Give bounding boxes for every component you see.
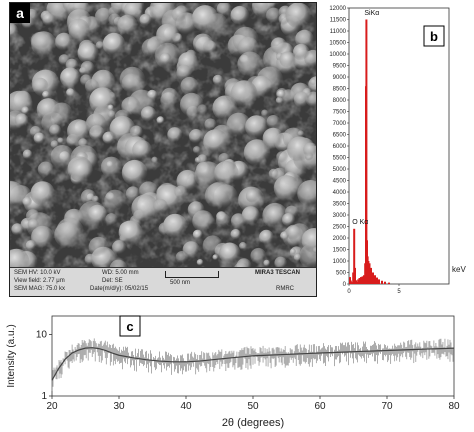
eds-x-tick-label: 0 <box>347 289 351 295</box>
eds-peak-label: O Kα <box>352 219 368 226</box>
detector: Det: SE <box>102 278 123 284</box>
eds-bar <box>360 277 362 284</box>
xrd-series-line <box>51 347 455 381</box>
xrd-y-tick-label: 10 <box>36 330 48 341</box>
eds-y-tick-label: 7500 <box>333 110 347 116</box>
xrd-x-tick-label: 60 <box>314 401 326 412</box>
eds-y-tick-label: 4000 <box>333 190 347 196</box>
panel-b-tag-box <box>423 25 445 47</box>
eds-y-tick-label: 8000 <box>333 98 347 104</box>
eds-bar <box>365 19 368 284</box>
view-field: View field: 2.77 μm <box>14 278 65 284</box>
eds-y-tick-label: 7000 <box>333 121 347 127</box>
eds-x-tick-label: 5 <box>397 289 401 295</box>
lab-name: RMRC <box>276 286 294 292</box>
eds-y-tick-label: 500 <box>336 271 347 277</box>
eds-bar <box>357 279 360 284</box>
eds-bar <box>381 280 383 284</box>
eds-y-tick-label: 3000 <box>333 213 347 219</box>
eds-bar <box>388 282 390 284</box>
eds-y-tick-label: 10500 <box>329 41 346 47</box>
scale-label: 500 nm <box>170 280 191 286</box>
eds-y-tick-label: 11000 <box>330 29 347 35</box>
eds-bar <box>367 261 370 284</box>
eds-bar <box>361 276 364 284</box>
eds-bar <box>378 279 380 284</box>
eds-bar <box>368 263 371 284</box>
xrd-x-tick-label: 40 <box>180 401 192 412</box>
eds-y-tick-label: 4500 <box>333 179 347 185</box>
eds-bar <box>372 272 374 284</box>
xrd-x-tick-label: 30 <box>113 401 125 412</box>
eds-y-tick-label: 5000 <box>333 167 347 173</box>
eds-peak-label: SiKα <box>364 10 379 17</box>
sem-mag: SEM MAG: 75.0 kx <box>14 286 66 292</box>
eds-spectrum-chart: 0 500 1000 1500 2000 2500 3000 3500 4000 4500 5000… <box>329 6 466 295</box>
eds-y-tick-label: 9000 <box>333 75 347 81</box>
scale-bar <box>165 271 219 278</box>
xrd-x-tick-label: 70 <box>381 401 393 412</box>
xrd-y-tick-label: 1 <box>41 391 47 402</box>
eds-bar <box>356 281 358 284</box>
sem-image-texture <box>10 3 316 270</box>
xrd-x-tick-label: 20 <box>46 401 58 412</box>
working-distance: WD: 5.00 mm <box>102 270 139 276</box>
xrd-y-axis-label: Intensity (a.u.) <box>6 324 17 387</box>
eds-y-tick-label: 0 <box>343 282 347 288</box>
eds-bar <box>354 267 356 284</box>
sem-hv: SEM HV: 10.0 kV <box>14 270 61 276</box>
eds-y-tick-label: 2500 <box>333 225 347 231</box>
eds-y-tick-label: 6000 <box>333 144 347 150</box>
xrd-x-axis-label: 2θ (degrees) <box>222 417 284 429</box>
panel-a-tag: a <box>10 3 30 23</box>
eds-y-tick-label: 1000 <box>333 259 347 265</box>
xrd-pattern-chart: 20 30 40 50 60 70 80 1 10 2θ (degrees) Intensit… <box>6 315 460 429</box>
eds-y-tick-label: 12000 <box>329 6 346 12</box>
eds-bar <box>370 267 372 284</box>
sem-micrograph: a SEM HV: 10.0 kV View field: 2.77 μm SE… <box>9 2 317 297</box>
eds-bar <box>353 228 356 284</box>
xrd-x-tick-label: 80 <box>448 401 460 412</box>
eds-bar <box>363 275 365 284</box>
eds-x-unit: keV <box>452 265 466 274</box>
panel-c-tag: c <box>126 319 133 334</box>
eds-y-tick-label: 2000 <box>333 236 347 242</box>
panel-c-tag-box <box>119 315 141 337</box>
eds-y-tick-label: 10000 <box>329 52 346 58</box>
eds-y-tick-label: 3500 <box>333 202 347 208</box>
eds-y-tick-label: 5500 <box>333 156 347 162</box>
eds-y-tick-label: 6500 <box>333 133 347 139</box>
instrument-name: MIRA3 TESCAN <box>255 270 301 276</box>
acquisition-date: Date(m/d/y): 05/02/15 <box>90 286 149 292</box>
eds-bar <box>374 275 376 284</box>
eds-y-tick-label: 1500 <box>333 248 347 254</box>
xrd-x-tick-label: 50 <box>247 401 259 412</box>
sem-info-bar: SEM HV: 10.0 kV View field: 2.77 μm SEM … <box>10 267 316 296</box>
eds-bar <box>384 281 386 284</box>
eds-y-tick-label: 11500 <box>330 18 347 24</box>
eds-bar <box>376 277 378 284</box>
eds-bar <box>358 278 361 284</box>
eds-y-tick-label: 9500 <box>333 64 347 70</box>
eds-y-tick-label: 8500 <box>333 87 347 93</box>
eds-plot-frame <box>348 7 450 285</box>
panel-b-tag: b <box>430 29 438 44</box>
